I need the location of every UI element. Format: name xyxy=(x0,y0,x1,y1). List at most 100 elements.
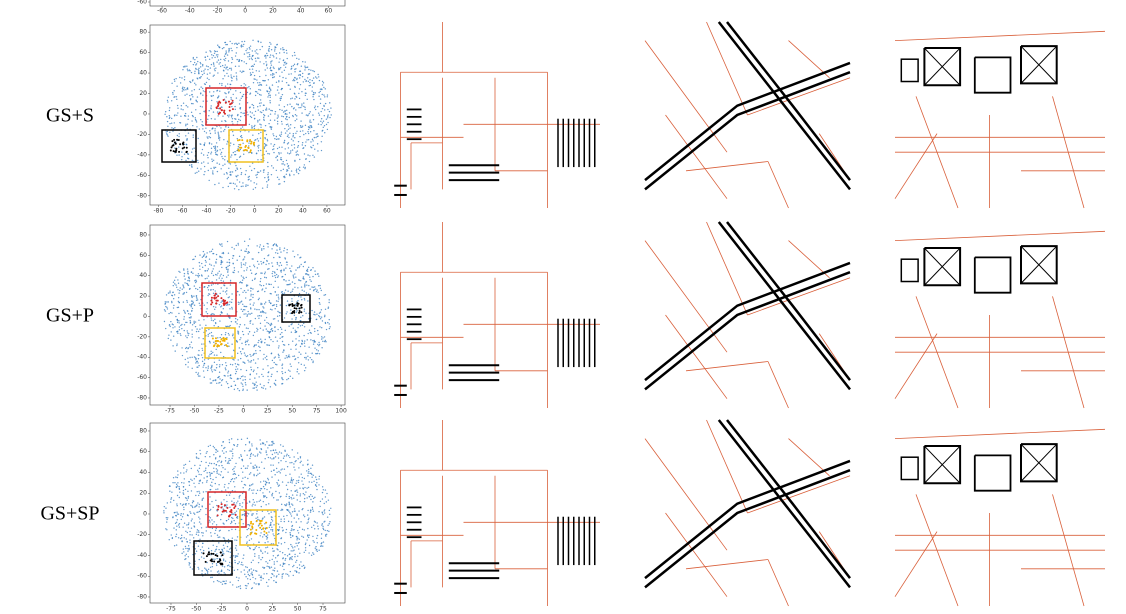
embedding-point xyxy=(296,130,298,132)
embedding-point xyxy=(224,542,227,544)
embedding-point xyxy=(253,114,255,116)
embedding-point xyxy=(272,54,274,57)
highlight-point xyxy=(234,513,237,516)
embedding-point xyxy=(178,292,180,294)
embedding-point xyxy=(182,486,185,488)
embedding-point xyxy=(213,91,215,93)
embedding-point xyxy=(195,296,198,298)
embedding-point xyxy=(234,556,237,558)
embedding-point xyxy=(280,48,282,50)
highlight-point xyxy=(176,138,179,141)
embedding-point xyxy=(322,489,325,491)
embedding-point xyxy=(307,472,309,474)
embedding-point xyxy=(226,140,229,142)
embedding-point xyxy=(249,111,252,113)
embedding-point xyxy=(222,115,224,117)
embedding-point xyxy=(312,361,314,364)
embedding-point xyxy=(176,331,178,333)
embedding-point xyxy=(270,518,273,521)
embedding-point xyxy=(276,533,279,536)
embedding-point xyxy=(299,77,301,79)
embedding-point xyxy=(198,457,200,460)
embedding-point xyxy=(267,173,269,176)
embedding-point xyxy=(203,319,205,321)
embedding-point xyxy=(213,325,215,327)
embedding-point xyxy=(225,267,227,269)
highlight-point xyxy=(174,142,177,145)
embedding-point xyxy=(178,329,181,331)
embedding-point xyxy=(297,481,300,484)
embedding-point xyxy=(318,79,321,82)
embedding-point xyxy=(268,263,270,265)
embedding-point xyxy=(189,566,192,568)
embedding-point xyxy=(305,92,307,95)
embedding-point xyxy=(213,354,216,356)
embedding-point xyxy=(217,337,219,339)
highlight-point xyxy=(225,338,228,341)
embedding-point xyxy=(271,547,274,550)
embedding-point xyxy=(218,548,220,551)
embedding-point xyxy=(209,342,211,344)
embedding-point xyxy=(264,551,266,553)
embedding-point xyxy=(267,456,270,459)
embedding-point xyxy=(290,348,292,351)
embedding-point xyxy=(284,289,287,291)
embedding-point xyxy=(165,327,167,330)
embedding-point xyxy=(203,144,206,147)
embedding-point xyxy=(201,343,203,345)
embedding-point xyxy=(281,331,283,334)
embedding-point xyxy=(279,564,282,566)
embedding-point xyxy=(229,182,231,185)
embedding-point xyxy=(265,133,268,136)
embedding-point xyxy=(263,516,266,518)
embedding-point xyxy=(240,97,242,99)
embedding-point xyxy=(264,319,266,321)
embedding-point xyxy=(226,290,228,292)
embedding-point xyxy=(255,583,257,585)
embedding-point xyxy=(212,75,214,77)
embedding-point xyxy=(312,360,314,362)
embedding-point xyxy=(272,286,275,289)
embedding-point xyxy=(324,534,327,536)
embedding-point xyxy=(167,96,170,98)
embedding-point xyxy=(319,311,322,313)
embedding-point xyxy=(216,363,218,366)
embedding-point xyxy=(177,524,180,526)
embedding-point xyxy=(305,292,308,294)
embedding-point xyxy=(286,249,288,251)
embedding-point xyxy=(206,270,209,272)
embedding-point xyxy=(298,340,300,342)
embedding-point xyxy=(295,132,297,135)
embedding-point xyxy=(286,118,288,121)
embedding-point xyxy=(279,247,281,249)
embedding-point xyxy=(209,509,211,512)
embedding-point xyxy=(237,330,239,332)
embedding-point xyxy=(209,517,212,519)
embedding-point xyxy=(185,504,187,506)
embedding-point xyxy=(292,574,294,577)
embedding-point xyxy=(283,268,285,271)
embedding-point xyxy=(165,305,167,308)
embedding-point xyxy=(222,580,224,583)
embedding-point xyxy=(276,159,279,161)
embedding-point xyxy=(265,312,267,314)
embedding-point xyxy=(178,135,180,138)
embedding-point xyxy=(255,152,258,155)
embedding-point xyxy=(189,534,191,536)
embedding-point xyxy=(268,47,270,50)
embedding-point xyxy=(197,511,199,513)
embedding-point xyxy=(318,484,320,486)
building xyxy=(900,258,919,283)
generated-road xyxy=(644,469,851,589)
embedding-point xyxy=(251,489,253,491)
embedding-point xyxy=(232,271,234,273)
embedding-point xyxy=(187,313,190,315)
embedding-point xyxy=(231,130,234,133)
highlight-point xyxy=(214,292,217,295)
embedding-point xyxy=(249,501,251,503)
embedding-point xyxy=(292,134,294,137)
embedding-point xyxy=(190,271,192,273)
embedding-point xyxy=(247,245,250,247)
embedding-point xyxy=(313,553,315,555)
embedding-point xyxy=(312,140,314,142)
